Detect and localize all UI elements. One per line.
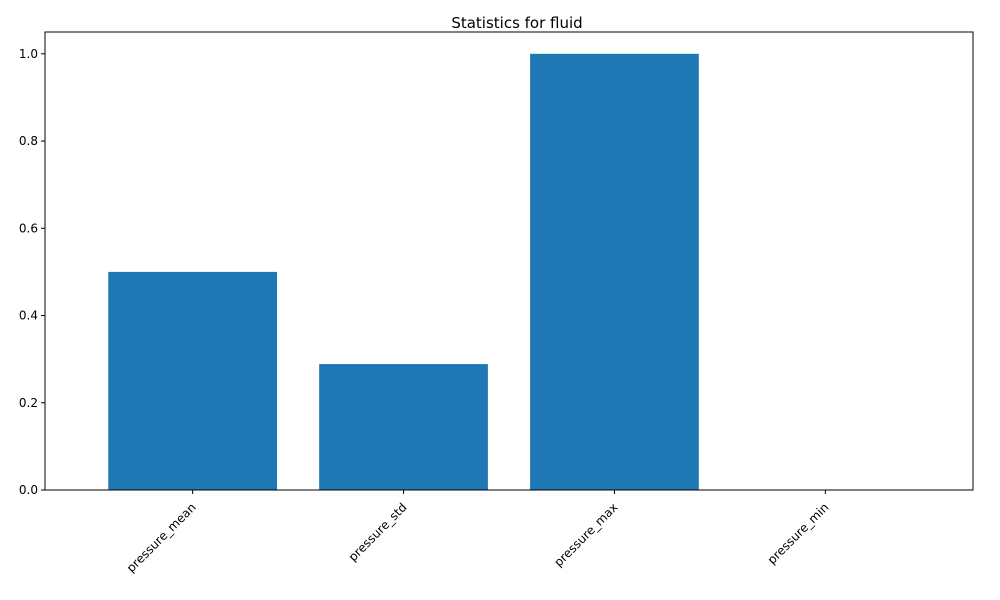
y-tick-label-0.0: 0.0 [19, 483, 38, 497]
y-tick-label-1.0: 1.0 [19, 47, 38, 61]
y-tick-label-0.4: 0.4 [19, 309, 38, 323]
chart-title: Statistics for fluid [451, 14, 582, 32]
bar-pressure_std [319, 364, 488, 490]
x-tick-label-pressure_max: pressure_max [551, 500, 620, 569]
bar-pressure_max [530, 53, 699, 491]
bars-layer [108, 53, 699, 491]
x-tick-label-pressure_min: pressure_min [765, 500, 832, 567]
plot-frame [44, 31, 974, 491]
x-tick-label-pressure_std: pressure_std [346, 500, 410, 564]
y-axis: 0.0 0.2 0.4 0.6 0.8 1.0 [19, 47, 45, 497]
x-tick-label-pressure_mean: pressure_mean [124, 500, 199, 575]
y-tick-label-0.8: 0.8 [19, 134, 38, 148]
x-axis: pressure_mean pressure_std pressure_max pre… [124, 490, 832, 575]
bar-pressure_mean [108, 271, 277, 490]
y-tick-label-0.6: 0.6 [19, 221, 38, 235]
y-tick-label-0.2: 0.2 [19, 396, 38, 410]
